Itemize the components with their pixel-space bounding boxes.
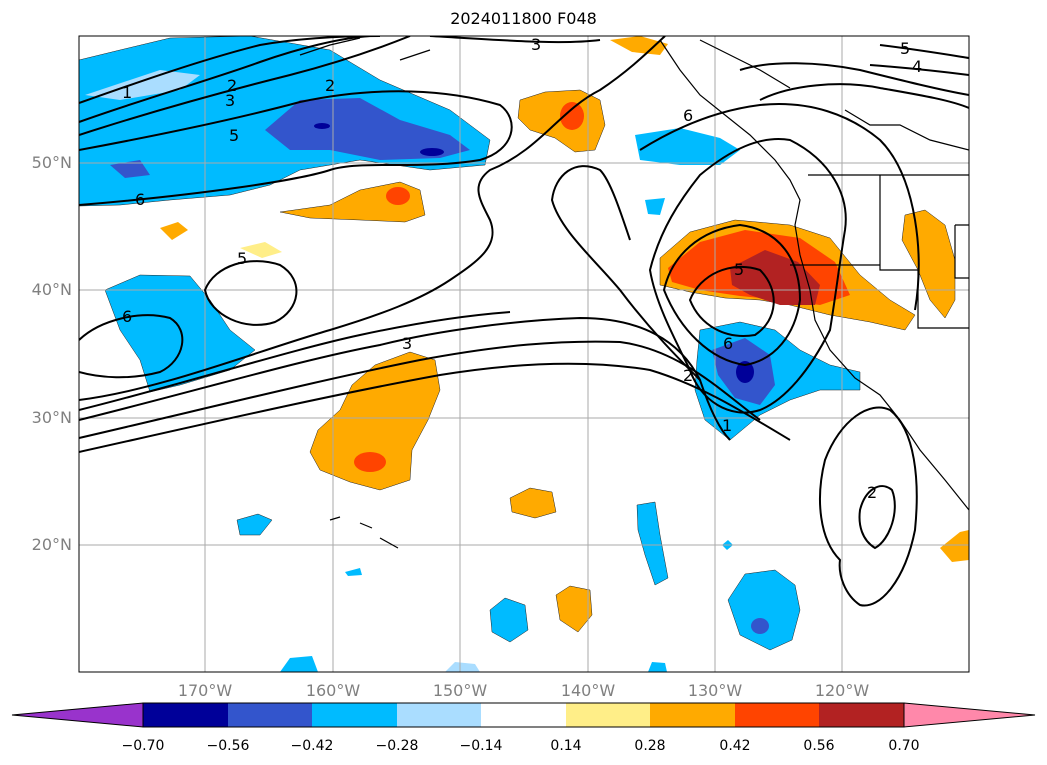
- lon-label: 170°W: [177, 681, 233, 700]
- colorbar: [11, 702, 1036, 728]
- contour-label: 1: [722, 416, 733, 435]
- contour-label: 6: [135, 190, 146, 209]
- colorbar-under: [11, 702, 144, 728]
- colorbar-tick: 0.14: [550, 738, 582, 754]
- colorbar-tick: −0.42: [290, 738, 334, 754]
- colorbar-bin: [228, 703, 312, 727]
- contour-label: 2: [683, 366, 694, 385]
- map-frame: [78, 35, 970, 673]
- contour-label: 2: [227, 76, 238, 95]
- lat-label: 40°N: [31, 280, 72, 299]
- colorbar-bin: [566, 703, 650, 727]
- contour-label: 2: [325, 76, 336, 95]
- contour-label: 5: [229, 126, 240, 145]
- colorbar-tick: −0.70: [121, 738, 165, 754]
- lat-label: 50°N: [31, 153, 72, 172]
- neg-anomaly-south: [727, 569, 801, 651]
- colorbar-bin: [143, 703, 228, 727]
- contour-label: 6: [683, 106, 694, 125]
- pos-anomaly-max: [730, 250, 820, 305]
- lon-label: 130°W: [687, 681, 743, 700]
- colorbar-bin: [481, 703, 566, 727]
- colorbar-tick: 0.28: [634, 738, 666, 754]
- colorbar-tick: 0.56: [803, 738, 835, 754]
- colorbar-tick: 0.70: [888, 738, 920, 754]
- contour-label: 5: [734, 260, 745, 279]
- colorbar-bin: [650, 703, 735, 727]
- colorbar-tick: −0.56: [206, 738, 250, 754]
- colorbar-tick: −0.28: [375, 738, 419, 754]
- contour-label: 2: [867, 483, 878, 502]
- contour-label: 3: [531, 35, 542, 54]
- colorbar-tick: 0.42: [719, 738, 751, 754]
- neg-anomaly-west: [104, 274, 256, 393]
- contour-label: 6: [122, 307, 133, 326]
- colorbar-bin: [312, 703, 397, 727]
- contour-label: 4: [912, 57, 923, 76]
- contour-label: 1: [122, 83, 133, 102]
- colorbar-bin: [735, 703, 819, 727]
- lat-label: 30°N: [31, 408, 72, 427]
- neg-anomaly-nw-core: [265, 98, 470, 160]
- lon-label: 150°W: [432, 681, 488, 700]
- lon-label: 140°W: [560, 681, 616, 700]
- contour-label: 5: [900, 39, 911, 58]
- height-contours: [79, 36, 969, 607]
- lon-label: 120°W: [814, 681, 870, 700]
- contour-label: 3: [225, 91, 236, 110]
- contour-label: 5: [237, 249, 248, 268]
- lon-label: 160°W: [305, 681, 361, 700]
- lat-label: 20°N: [31, 535, 72, 554]
- colorbar-tick: −0.14: [459, 738, 503, 754]
- colorbar-over: [903, 702, 1036, 728]
- map-title: 2024011800 F048: [450, 9, 597, 28]
- contour-label: 6: [723, 334, 734, 353]
- pos-anomaly-central: [309, 351, 441, 491]
- graticule: [79, 36, 969, 672]
- colorbar-bin: [819, 703, 904, 727]
- colorbar-bin: [397, 703, 481, 727]
- contour-label: 3: [402, 334, 413, 353]
